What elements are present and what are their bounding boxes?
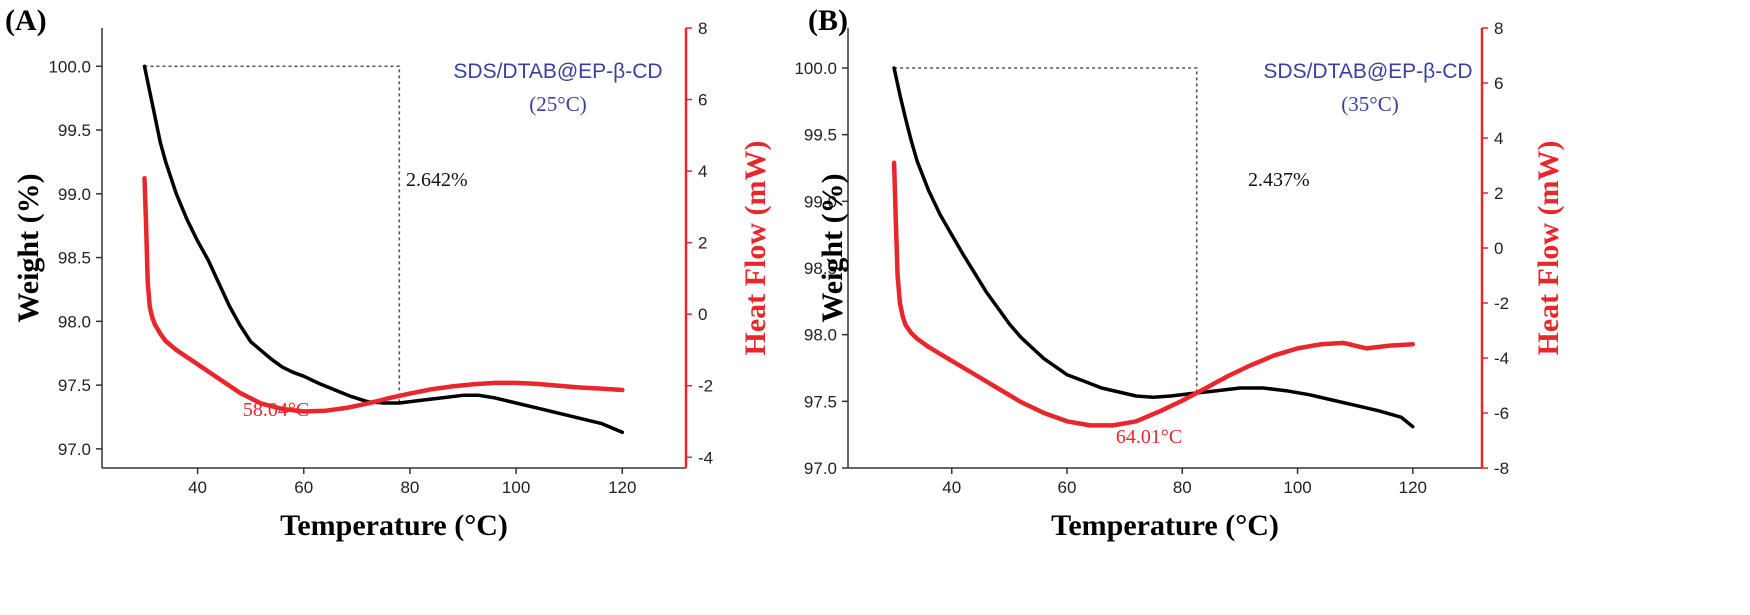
x-tick-label: 80: [400, 478, 419, 497]
y-right-tick-label: 4: [1494, 129, 1503, 148]
y-axis-right-title: Heat Flow (mW): [739, 141, 772, 356]
weight-curve-line: [142, 64, 625, 435]
y-right-tick-label: 4: [698, 162, 707, 181]
y-left-tick-label: 98.0: [58, 312, 91, 331]
weight-curve-line: [892, 66, 1415, 429]
weight-loss-label: 2.437%: [1248, 169, 1310, 191]
y-axis-right-title: Heat Flow (mW): [1532, 141, 1565, 356]
x-tick-label: 40: [942, 478, 961, 497]
y-left-tick-label: 97.0: [804, 459, 837, 478]
y-left-tick-label: 97.5: [804, 392, 837, 411]
y-right-tick-label: 0: [698, 305, 707, 324]
y-right-tick-label: 6: [1494, 74, 1503, 93]
y-left-tick-label: 99.5: [804, 126, 837, 145]
peak-temperature-label: 58.04°C: [243, 399, 309, 421]
y-right-tick-label: 8: [1494, 19, 1503, 38]
y-right-tick-label: -8: [1494, 459, 1509, 478]
chart-panel-b: (B)40 60 80 100 12097.097.598.098.599.099.51…: [794, 4, 1565, 542]
y-right-tick-label: 0: [1494, 239, 1503, 258]
x-axis-title: Temperature (°C): [1051, 509, 1279, 542]
heat-flow-curve-line: [142, 175, 625, 414]
y-right-tick-label: -2: [698, 377, 713, 396]
y-left-tick-label: 99.0: [58, 185, 91, 204]
weight-loss-marker: [144, 65, 401, 403]
y-axis-left-title: Weight (%): [12, 173, 45, 322]
y-left-tick-label: 97.0: [58, 440, 91, 459]
y-right-tick-label: -2: [1494, 294, 1509, 313]
y-right-tick-label: 6: [698, 91, 707, 110]
x-tick-label: 60: [1058, 478, 1077, 497]
y-left-tick-label: 98.0: [804, 326, 837, 345]
sample-temperature: (25°C): [529, 92, 586, 116]
y-right-tick-label: 2: [1494, 184, 1503, 203]
sample-temperature: (35°C): [1341, 92, 1398, 116]
heat-flow-curve-line: [891, 160, 1416, 428]
y-left-tick-label: 100.0: [794, 59, 837, 78]
y-right-tick-label: -4: [1494, 349, 1509, 368]
y-right-tick-label: -6: [1494, 404, 1509, 423]
y-left-tick-label: 97.5: [58, 376, 91, 395]
chart-panel-a: (A)40 60 80 100 12097.097.598.098.599.099.51…: [5, 4, 772, 542]
y-right-tick-label: 2: [698, 234, 707, 253]
y-right-tick-label: 8: [698, 19, 707, 38]
x-tick-label: 120: [1399, 478, 1427, 497]
weight-loss-marker: [894, 67, 1198, 394]
y-axis-left-title: Weight (%): [816, 173, 849, 322]
sample-label: SDS/DTAB@EP-β-CD: [1263, 60, 1472, 83]
y-left-tick-label: 100.0: [48, 57, 91, 76]
x-tick-label: 100: [502, 478, 530, 497]
panel-label: (B): [808, 4, 848, 37]
x-tick-label: 80: [1173, 478, 1192, 497]
panel-label: (A): [5, 4, 47, 37]
peak-temperature-label: 64.01°C: [1116, 426, 1182, 448]
x-tick-label: 60: [294, 478, 313, 497]
x-tick-label: 40: [188, 478, 207, 497]
sample-label: SDS/DTAB@EP-β-CD: [453, 60, 662, 83]
y-left-tick-label: 98.5: [58, 249, 91, 268]
y-right-tick-label: -4: [698, 448, 713, 467]
x-axis-title: Temperature (°C): [280, 509, 508, 542]
x-tick-label: 120: [608, 478, 636, 497]
y-left-tick-label: 99.5: [58, 121, 91, 140]
weight-loss-label: 2.642%: [406, 169, 468, 191]
x-tick-label: 100: [1283, 478, 1311, 497]
y-left-tick-label: 99.0: [804, 192, 837, 211]
y-left-tick-label: 98.5: [804, 259, 837, 278]
